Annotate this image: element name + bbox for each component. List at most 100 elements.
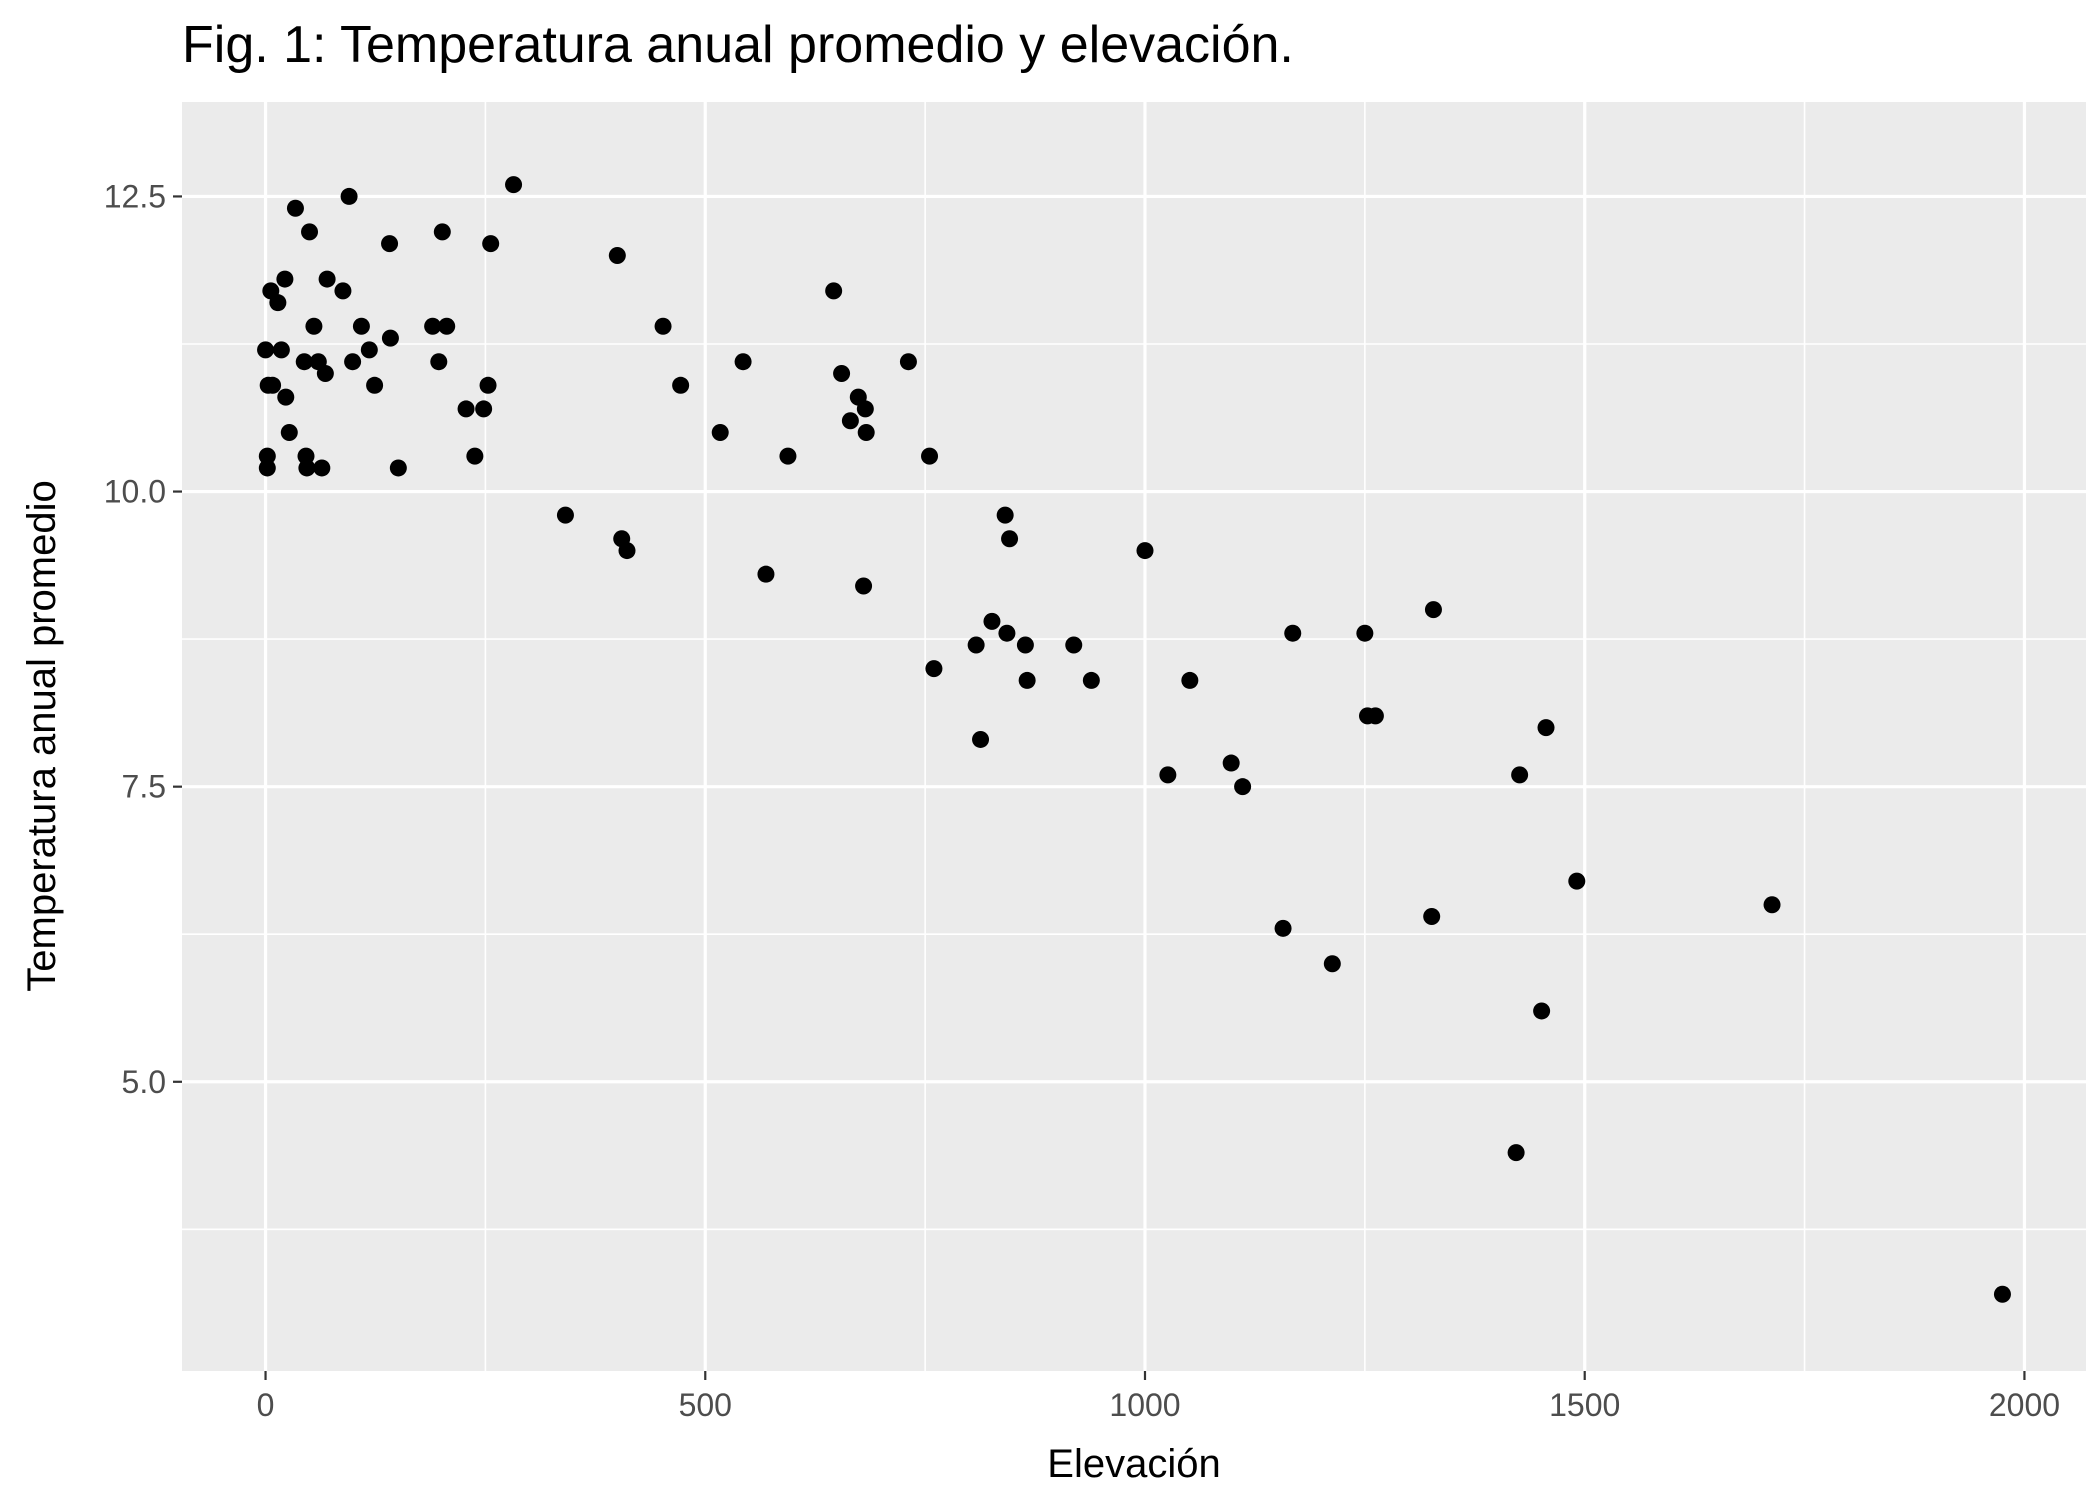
data-point [983, 612, 1001, 630]
data-point [258, 459, 276, 477]
data-point [257, 341, 275, 359]
data-point [921, 447, 939, 465]
data-point [1016, 636, 1034, 654]
data-point [258, 447, 276, 465]
data-point [608, 246, 626, 264]
data-point [277, 388, 295, 406]
data-point [272, 341, 290, 359]
data-point [841, 412, 859, 430]
data-point [996, 506, 1014, 524]
y-tick-label: 7.5 [122, 769, 166, 805]
data-point [711, 424, 729, 442]
x-tick-label: 1000 [1109, 1387, 1180, 1423]
data-point [298, 459, 316, 477]
data-point [855, 577, 873, 595]
data-point [1356, 624, 1374, 642]
data-point [899, 353, 917, 371]
y-tick-label: 10.0 [104, 474, 166, 510]
data-point [1511, 766, 1529, 784]
data-point [381, 235, 399, 253]
data-point [505, 176, 523, 194]
data-point [286, 199, 304, 217]
minor-gridlines [182, 102, 2086, 1371]
data-point [1234, 778, 1252, 796]
data-point [779, 447, 797, 465]
data-point [301, 223, 319, 241]
data-point [856, 400, 874, 418]
x-tick-label: 1500 [1549, 1387, 1620, 1423]
data-point [438, 317, 456, 335]
data-point [925, 660, 943, 678]
major-gridlines [182, 102, 2086, 1371]
data-point [466, 447, 484, 465]
data-point [316, 365, 334, 383]
data-point [857, 424, 875, 442]
data-point [457, 400, 475, 418]
data-point [1507, 1144, 1525, 1162]
data-point [479, 376, 497, 394]
data-point [1065, 636, 1083, 654]
data-point [1159, 766, 1177, 784]
data-point [334, 282, 352, 300]
data-point [1222, 754, 1240, 772]
y-tick-label: 5.0 [122, 1064, 166, 1100]
data-point [1366, 707, 1384, 725]
data-point [1001, 530, 1019, 548]
y-axis-title: Temperatura anual promedio [20, 480, 64, 991]
data-point [972, 730, 990, 748]
data-point [672, 376, 690, 394]
data-point [734, 353, 752, 371]
data-point [264, 376, 282, 394]
data-point [1082, 671, 1100, 689]
data-point [1568, 872, 1586, 890]
data-point [352, 317, 370, 335]
x-tick-label: 2000 [1989, 1387, 2060, 1423]
y-tick-label: 12.5 [104, 178, 166, 214]
data-point [1018, 671, 1036, 689]
data-point [295, 353, 313, 371]
data-point [313, 459, 331, 477]
data-point [998, 624, 1016, 642]
data-point [1181, 671, 1199, 689]
data-point [433, 223, 451, 241]
data-point [1274, 919, 1292, 937]
x-axis-title: Elevación [1047, 1442, 1220, 1486]
data-point [360, 341, 378, 359]
data-point [1136, 542, 1154, 560]
plot-panel [182, 102, 2086, 1371]
data-point [344, 353, 362, 371]
x-axis: 0 500 1000 1500 2000 [257, 1371, 2060, 1423]
data-point [825, 282, 843, 300]
y-axis: 5.0 7.5 10.0 12.5 [104, 178, 182, 1100]
data-point [1763, 896, 1781, 914]
data-point [430, 353, 448, 371]
data-point [618, 542, 636, 560]
data-point [305, 317, 323, 335]
data-point [475, 400, 493, 418]
data-point [556, 506, 574, 524]
data-point [318, 270, 336, 288]
x-tick-label: 500 [679, 1387, 732, 1423]
data-point [482, 235, 500, 253]
data-point [1537, 719, 1555, 737]
data-point [1993, 1285, 2011, 1303]
data-point [389, 459, 407, 477]
data-point [1423, 908, 1441, 926]
data-point [381, 329, 399, 347]
data-point [654, 317, 672, 335]
data-point [340, 187, 358, 205]
data-point [1533, 1002, 1551, 1020]
chart-title: Fig. 1: Temperatura anual promedio y ele… [182, 16, 1294, 74]
x-tick-label: 0 [257, 1387, 275, 1423]
data-point [1284, 624, 1302, 642]
data-point [366, 376, 384, 394]
data-points [257, 176, 2011, 1303]
data-point [1424, 601, 1442, 619]
data-point [833, 365, 851, 383]
data-point [967, 636, 985, 654]
data-point [424, 317, 442, 335]
data-point [276, 270, 294, 288]
data-point [757, 565, 775, 583]
data-point [1323, 955, 1341, 973]
